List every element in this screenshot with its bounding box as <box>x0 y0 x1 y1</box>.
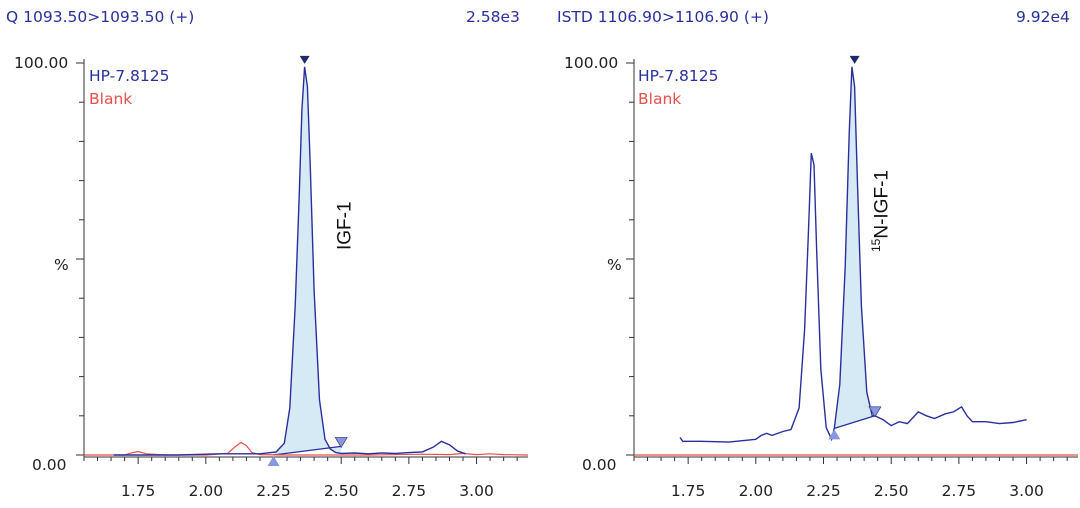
x-tick-label: 2.50 <box>323 482 359 500</box>
transition-title: Q 1093.50>1093.50 (+) <box>6 8 195 26</box>
peak-apex-marker <box>299 55 310 64</box>
y-axis-label: % <box>607 256 622 274</box>
chromatogram-panel-q: Q 1093.50>1093.50 (+) 2.58e3 100.00 % 0.… <box>6 8 529 500</box>
chromatogram-plot-istd <box>626 55 1078 464</box>
x-tick-label: 2.75 <box>941 482 977 500</box>
legend-blank: Blank <box>638 90 682 108</box>
x-tick-label: 1.75 <box>670 482 706 500</box>
x-tick-label: 2.00 <box>738 482 774 500</box>
intensity-label: 9.92e4 <box>1016 8 1070 26</box>
peak-annotation: 15N-IGF-1 <box>869 170 893 252</box>
series-line-blank <box>84 441 529 456</box>
x-tick-label: 2.50 <box>873 482 909 500</box>
peak-baseline <box>834 415 876 429</box>
annotation-text: IGF-1 <box>334 201 356 250</box>
peak-area-fill <box>273 66 342 456</box>
peak-start-marker <box>828 429 841 440</box>
peak-apex-marker <box>849 55 860 64</box>
peak-start-marker <box>267 456 280 466</box>
y-tick-max: 100.00 <box>564 54 619 72</box>
intensity-label: 2.58e3 <box>466 8 520 26</box>
annotation-superscript: 15 <box>869 238 883 252</box>
x-tick-label: 2.25 <box>806 482 841 500</box>
x-tick-label: 2.25 <box>256 482 291 500</box>
x-tick-label: 3.00 <box>459 482 494 500</box>
legend-sample: HP-7.8125 <box>638 67 719 85</box>
series-line-sample <box>679 66 1027 443</box>
y-tick-min: 0.00 <box>32 456 67 474</box>
y-tick-max: 100.00 <box>14 54 69 72</box>
x-tick-label: 2.00 <box>188 482 224 500</box>
y-tick-min: 0.00 <box>582 456 617 474</box>
legend-sample: HP-7.8125 <box>89 67 170 85</box>
y-axis-label: % <box>54 256 69 274</box>
x-tick-label: 3.00 <box>1009 482 1044 500</box>
chromatogram-panel-istd: ISTD 1106.90>1106.90 (+) 9.92e4 100.00 %… <box>540 0 1080 508</box>
x-tick-label: 1.75 <box>120 482 156 500</box>
peak-end-marker <box>334 437 348 448</box>
annotation-text: N-IGF-1 <box>871 170 893 239</box>
series-line-sample <box>113 66 466 456</box>
legend-blank: Blank <box>89 90 133 108</box>
peak-annotation: IGF-1 <box>332 201 356 250</box>
x-tick-label: 2.75 <box>391 482 427 500</box>
chromatogram-plot-q <box>76 55 529 466</box>
peak-area-fill <box>834 66 875 429</box>
peak-end-marker <box>868 406 882 418</box>
transition-title: ISTD 1106.90>1106.90 (+) <box>557 8 769 26</box>
